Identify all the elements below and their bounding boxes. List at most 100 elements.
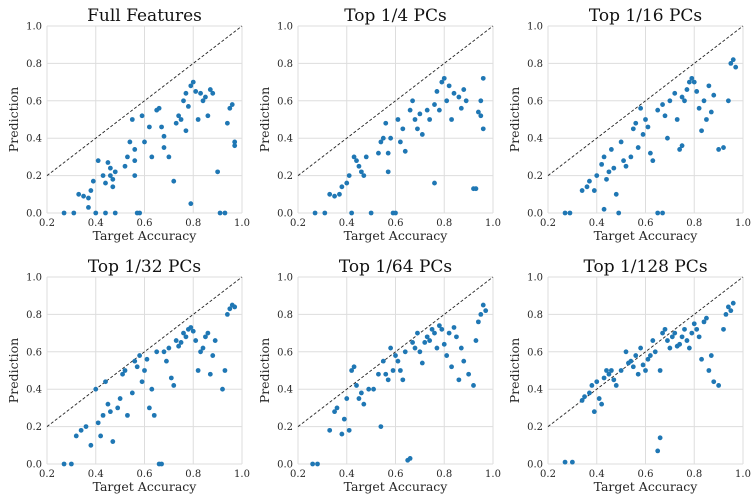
data-point xyxy=(647,150,653,156)
data-point xyxy=(562,459,568,465)
data-point xyxy=(623,349,629,355)
data-point xyxy=(458,345,464,351)
data-point xyxy=(439,79,445,85)
data-point xyxy=(436,323,442,329)
data-point xyxy=(635,145,641,150)
data-point xyxy=(655,107,661,113)
data-point xyxy=(407,107,413,113)
data-point xyxy=(171,178,177,184)
x-axis-label: Target Accuracy xyxy=(344,228,449,243)
panel-title: Top 1/32 PCs xyxy=(88,257,201,277)
data-point xyxy=(107,173,113,179)
y-tick-label: 0.4 xyxy=(277,385,293,396)
data-point xyxy=(660,102,665,107)
data-point xyxy=(185,104,191,109)
data-point xyxy=(110,176,116,182)
data-point xyxy=(354,158,359,164)
data-point xyxy=(606,169,612,175)
y-tick-label: 1.0 xyxy=(277,273,293,284)
data-point xyxy=(361,401,367,407)
data-point xyxy=(378,424,384,429)
data-point xyxy=(652,349,658,355)
data-point xyxy=(643,368,648,373)
data-point xyxy=(95,158,101,164)
data-point xyxy=(227,306,233,312)
data-point xyxy=(115,405,121,411)
data-point xyxy=(210,353,216,358)
data-point xyxy=(599,401,605,407)
x-tick-label: 0.6 xyxy=(137,218,153,229)
data-point xyxy=(451,325,457,330)
data-point xyxy=(100,412,106,418)
data-point xyxy=(212,338,218,343)
y-tick-label: 0.2 xyxy=(277,422,293,433)
data-point xyxy=(346,173,352,179)
data-point xyxy=(227,105,233,111)
data-point xyxy=(728,61,734,66)
data-point xyxy=(122,163,128,169)
data-point xyxy=(139,113,145,119)
data-point xyxy=(161,133,167,139)
data-point xyxy=(630,126,636,132)
data-point xyxy=(429,326,435,332)
data-point xyxy=(604,176,609,182)
data-point xyxy=(591,188,597,193)
y-axis-label: Prediction xyxy=(6,87,21,152)
data-point xyxy=(200,345,206,351)
data-point xyxy=(142,139,147,145)
data-point xyxy=(657,435,663,441)
data-point xyxy=(61,461,67,467)
y-tick-label: 0.8 xyxy=(26,310,42,321)
data-point xyxy=(142,368,147,373)
data-point xyxy=(699,128,704,134)
data-point xyxy=(449,117,454,122)
panel-title: Top 1/4 PCs xyxy=(344,6,446,26)
data-point xyxy=(129,390,135,396)
diagonal-reference-line xyxy=(46,276,243,427)
data-point xyxy=(210,90,216,96)
data-point xyxy=(706,83,712,89)
y-axis-label: Prediction xyxy=(507,338,522,403)
data-point xyxy=(190,79,196,85)
data-point xyxy=(220,386,225,392)
data-point xyxy=(662,326,668,332)
x-tick-label: 0.2 xyxy=(540,469,556,480)
data-point xyxy=(669,334,675,340)
data-point xyxy=(439,326,445,332)
data-point xyxy=(415,126,420,132)
y-tick-label: 0.8 xyxy=(277,310,293,321)
data-point xyxy=(643,117,648,122)
x-tick-label: 0.8 xyxy=(185,469,201,480)
data-point xyxy=(633,353,639,358)
data-point xyxy=(207,87,213,92)
data-point xyxy=(596,396,602,401)
data-point xyxy=(351,154,357,160)
data-point xyxy=(667,98,673,104)
data-point xyxy=(665,338,670,343)
y-tick-label: 0.0 xyxy=(26,460,42,471)
panel-title: Top 1/64 PCs xyxy=(339,257,452,277)
data-point xyxy=(88,442,94,448)
data-point xyxy=(122,368,128,373)
data-point xyxy=(232,143,238,149)
data-point xyxy=(721,326,726,332)
data-point xyxy=(655,210,661,216)
data-point xyxy=(81,193,86,199)
y-axis-label: Prediction xyxy=(257,87,272,152)
data-point xyxy=(107,409,113,415)
data-point xyxy=(444,98,450,104)
data-point xyxy=(480,126,486,132)
data-point xyxy=(217,210,223,216)
data-point xyxy=(701,319,707,325)
y-tick-label: 0.2 xyxy=(277,171,293,182)
data-point xyxy=(665,135,670,141)
y-tick-label: 0.0 xyxy=(26,209,42,220)
y-tick-label: 0.2 xyxy=(26,171,42,182)
data-point xyxy=(587,178,592,184)
data-point xyxy=(611,165,617,171)
data-point xyxy=(383,120,389,126)
data-point xyxy=(100,173,106,179)
data-point xyxy=(388,345,394,351)
